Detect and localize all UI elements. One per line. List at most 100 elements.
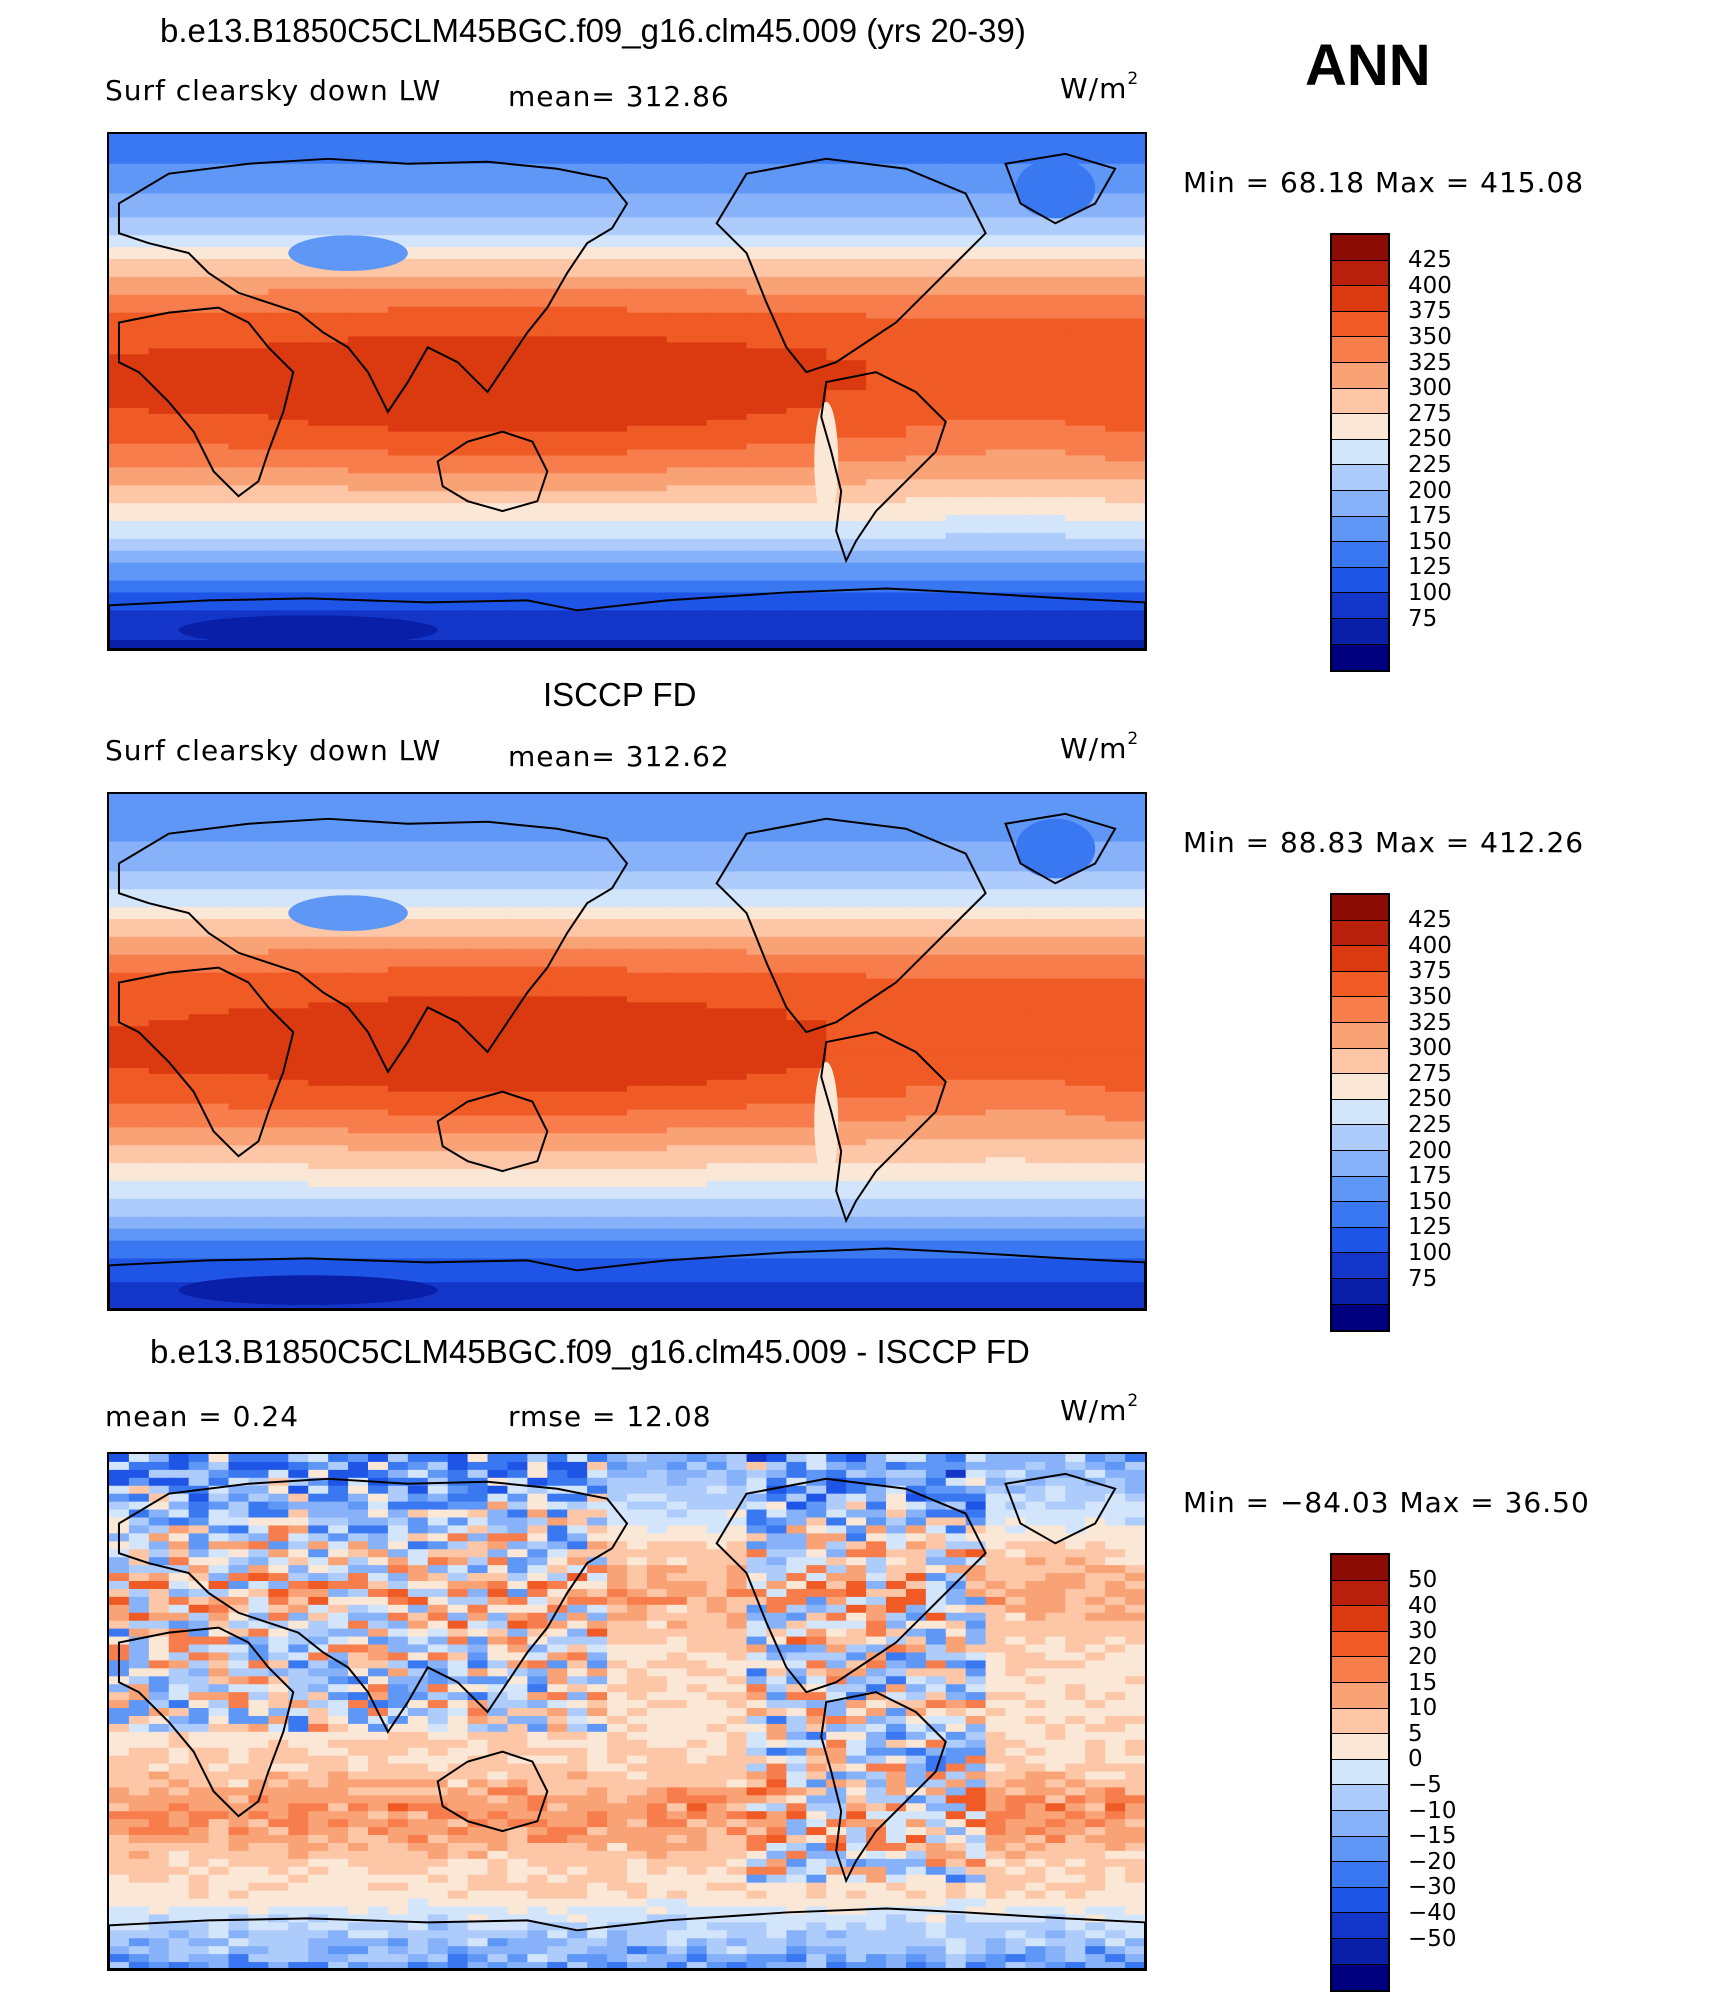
panel3-mean-label: mean = 0.24 bbox=[105, 1400, 299, 1433]
colorbar-swatch bbox=[1332, 593, 1388, 619]
colorbar-swatch bbox=[1332, 1683, 1388, 1709]
panel1-mean-label: mean= 312.86 bbox=[508, 80, 730, 113]
colorbar-tick-label: 30 bbox=[1408, 1620, 1437, 1643]
colorbar-swatch bbox=[1332, 895, 1388, 921]
colorbar-swatch bbox=[1332, 491, 1388, 517]
season-label: ANN bbox=[1305, 32, 1431, 99]
colorbar-tick-label: 250 bbox=[1408, 1088, 1452, 1111]
colorbar-swatch bbox=[1332, 1785, 1388, 1811]
panel2-variable-label: Surf clearsky down LW bbox=[105, 734, 441, 767]
colorbar-tick-label: −20 bbox=[1408, 1851, 1457, 1874]
colorbar-tick-label: 175 bbox=[1408, 505, 1452, 528]
panel2-mean-label: mean= 312.62 bbox=[508, 740, 730, 773]
colorbar-tick-label: 150 bbox=[1408, 1191, 1452, 1214]
colorbar-swatch bbox=[1332, 363, 1388, 389]
colorbar-swatch bbox=[1332, 1177, 1388, 1203]
colorbar-tick-label: −30 bbox=[1408, 1876, 1457, 1899]
colorbar-swatch bbox=[1332, 465, 1388, 491]
colorbar-swatch bbox=[1332, 312, 1388, 338]
colorbar-swatch bbox=[1332, 542, 1388, 568]
colorbar-tick-label: 20 bbox=[1408, 1646, 1437, 1669]
panel1-variable-label: Surf clearsky down LW bbox=[105, 74, 441, 107]
colorbar-swatch bbox=[1332, 1100, 1388, 1126]
colorbar-tick-label: 100 bbox=[1408, 1242, 1452, 1265]
colorbar-swatch bbox=[1332, 1862, 1388, 1888]
colorbar-swatch bbox=[1332, 1888, 1388, 1914]
colorbar-swatch bbox=[1332, 1279, 1388, 1305]
colorbar-swatch bbox=[1332, 1202, 1388, 1228]
colorbar-tick-label: 400 bbox=[1408, 935, 1452, 958]
colorbar-tick-label: 125 bbox=[1408, 1216, 1452, 1239]
colorbar-swatch bbox=[1332, 1965, 1388, 1991]
colorbar-swatch bbox=[1332, 286, 1388, 312]
panel3-units: W/m2 bbox=[1060, 1394, 1139, 1427]
colorbar-swatch bbox=[1332, 1253, 1388, 1279]
colorbar-swatch bbox=[1332, 337, 1388, 363]
colorbar-tick-label: 325 bbox=[1408, 1012, 1452, 1035]
colorbar-swatch bbox=[1332, 414, 1388, 440]
colorbar-tick-label: 10 bbox=[1408, 1697, 1437, 1720]
colorbar-swatch bbox=[1332, 1657, 1388, 1683]
colorbar-swatch bbox=[1332, 1074, 1388, 1100]
colorbar-tick-label: 40 bbox=[1408, 1595, 1437, 1618]
colorbar-tick-label: 0 bbox=[1408, 1748, 1423, 1771]
colorbar-swatch bbox=[1332, 1913, 1388, 1939]
colorbar-tick-label: 225 bbox=[1408, 1114, 1452, 1137]
panel3-title: b.e13.B1850C5CLM45BGC.f09_g16.clm45.009 … bbox=[150, 1333, 1030, 1371]
colorbar-swatch bbox=[1332, 997, 1388, 1023]
panel2-map bbox=[107, 792, 1147, 1311]
colorbar-swatch bbox=[1332, 235, 1388, 261]
colorbar-tick-label: 175 bbox=[1408, 1165, 1452, 1188]
colorbar-tick-label: −50 bbox=[1408, 1928, 1457, 1951]
colorbar-swatch bbox=[1332, 972, 1388, 998]
colorbar-swatch bbox=[1332, 1811, 1388, 1837]
panel3-colorbar bbox=[1330, 1553, 1390, 1992]
panel2-units: W/m2 bbox=[1060, 732, 1139, 765]
colorbar-swatch bbox=[1332, 440, 1388, 466]
colorbar-tick-label: 50 bbox=[1408, 1569, 1437, 1592]
colorbar-swatch bbox=[1332, 645, 1388, 671]
panel1-colorbar bbox=[1330, 233, 1390, 672]
colorbar-tick-label: 200 bbox=[1408, 480, 1452, 503]
colorbar-swatch bbox=[1332, 261, 1388, 287]
colorbar-swatch bbox=[1332, 389, 1388, 415]
colorbar-swatch bbox=[1332, 619, 1388, 645]
colorbar-tick-label: 425 bbox=[1408, 249, 1452, 272]
colorbar-swatch bbox=[1332, 1606, 1388, 1632]
colorbar-tick-label: 400 bbox=[1408, 275, 1452, 298]
colorbar-swatch bbox=[1332, 1581, 1388, 1607]
colorbar-swatch bbox=[1332, 1632, 1388, 1658]
panel1-units: W/m2 bbox=[1060, 72, 1139, 105]
colorbar-swatch bbox=[1332, 921, 1388, 947]
colorbar-tick-label: 150 bbox=[1408, 531, 1452, 554]
colorbar-swatch bbox=[1332, 1151, 1388, 1177]
colorbar-tick-label: 275 bbox=[1408, 1063, 1452, 1086]
colorbar-tick-label: 375 bbox=[1408, 300, 1452, 323]
colorbar-swatch bbox=[1332, 1760, 1388, 1786]
panel3-map bbox=[107, 1452, 1147, 1971]
colorbar-swatch bbox=[1332, 1734, 1388, 1760]
colorbar-swatch bbox=[1332, 1709, 1388, 1735]
colorbar-tick-label: 350 bbox=[1408, 326, 1452, 349]
colorbar-swatch bbox=[1332, 568, 1388, 594]
colorbar-swatch bbox=[1332, 1228, 1388, 1254]
colorbar-tick-label: 5 bbox=[1408, 1723, 1423, 1746]
colorbar-tick-label: 350 bbox=[1408, 986, 1452, 1009]
colorbar-tick-label: 275 bbox=[1408, 403, 1452, 426]
colorbar-tick-label: 225 bbox=[1408, 454, 1452, 477]
colorbar-tick-label: 75 bbox=[1408, 608, 1437, 631]
colorbar-tick-label: 125 bbox=[1408, 556, 1452, 579]
colorbar-swatch bbox=[1332, 517, 1388, 543]
panel3-rmse-label: rmse = 12.08 bbox=[508, 1400, 712, 1433]
colorbar-tick-label: 250 bbox=[1408, 428, 1452, 451]
colorbar-swatch bbox=[1332, 1837, 1388, 1863]
panel1-title: b.e13.B1850C5CLM45BGC.f09_g16.clm45.009 … bbox=[160, 12, 1026, 50]
colorbar-swatch bbox=[1332, 1555, 1388, 1581]
colorbar-tick-label: −40 bbox=[1408, 1902, 1457, 1925]
panel2-minmax: Min = 88.83 Max = 412.26 bbox=[1183, 826, 1584, 859]
colorbar-tick-label: 15 bbox=[1408, 1672, 1437, 1695]
colorbar-tick-label: 75 bbox=[1408, 1268, 1437, 1291]
colorbar-swatch bbox=[1332, 946, 1388, 972]
colorbar-tick-label: 375 bbox=[1408, 960, 1452, 983]
panel1-map bbox=[107, 132, 1147, 651]
